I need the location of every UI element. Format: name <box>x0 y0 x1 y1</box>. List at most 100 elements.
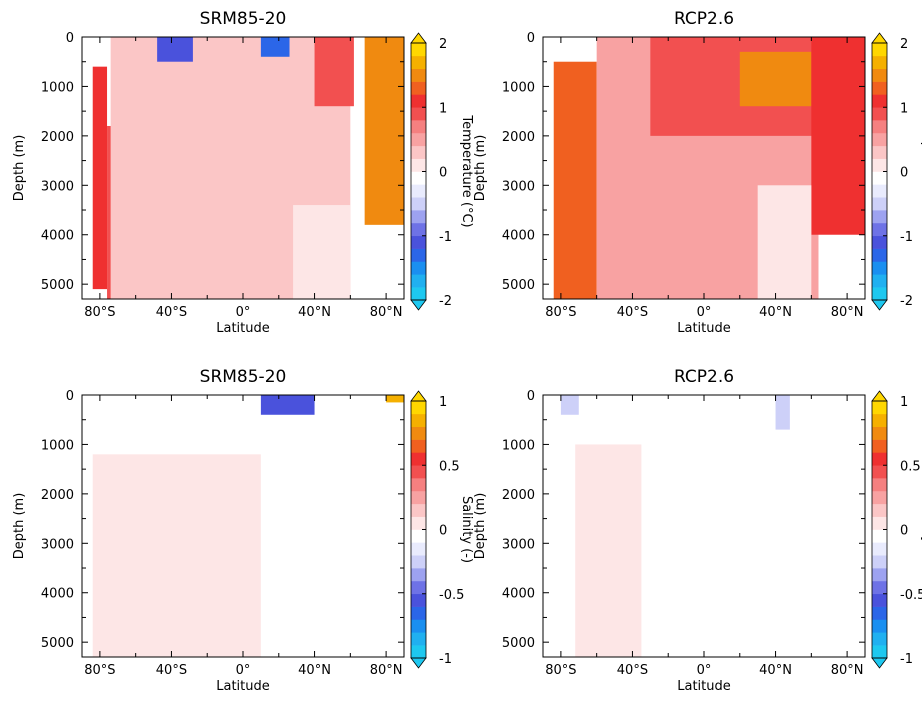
x-axis-label: Latitude <box>677 321 731 336</box>
colorbar-segment <box>411 426 426 440</box>
colorbar-segment <box>872 580 887 595</box>
y-tick-label: 5000 <box>41 636 74 651</box>
colorbar-max-arrow <box>410 32 427 44</box>
y-tick-label: 1000 <box>41 438 74 453</box>
colorbar-tick-label: -1 <box>439 652 452 667</box>
data-layer <box>92 395 404 657</box>
colorbar-segment <box>411 222 426 237</box>
y-tick-label: 0 <box>527 389 535 404</box>
colorbar-segment <box>872 503 887 517</box>
y-tick-label: 2000 <box>502 130 535 145</box>
colorbar-tick-label: 0 <box>900 524 908 539</box>
colorbar-segment <box>411 632 426 646</box>
colorbar-segment <box>411 452 426 466</box>
x-tick-label: 40°N <box>298 305 331 320</box>
colorbar-segment <box>411 529 426 543</box>
field-region <box>560 395 579 415</box>
field-region <box>575 444 642 657</box>
field-region <box>260 395 315 415</box>
colorbar-tick-label: -1 <box>900 230 913 245</box>
salinity-rcp-chart: RCP2.6 80°S 40°S 0° 40°N 80°N Latitude 0 1000 200… <box>473 367 922 694</box>
colorbar-segment <box>411 274 426 288</box>
field-region <box>739 51 812 107</box>
colorbar-segment <box>872 107 887 121</box>
colorbar-segment <box>872 452 887 466</box>
colorbar-segment <box>411 184 426 198</box>
data-layer <box>553 37 865 299</box>
colorbar-tick-label: 1 <box>900 101 908 116</box>
colorbar-segment <box>872 132 887 147</box>
x-axis-label: Latitude <box>216 679 270 694</box>
colorbar-label: Temperature (°C) <box>920 114 922 227</box>
colorbar-segment <box>411 261 426 275</box>
colorbar-segment <box>411 210 426 224</box>
chart-title: SRM85-20 <box>200 367 287 387</box>
y-tick-label: 1000 <box>41 80 74 95</box>
colorbar-segment <box>872 439 887 453</box>
field-region <box>293 205 351 299</box>
x-tick-label: 40°N <box>759 663 792 678</box>
x-tick-label: 40°S <box>617 305 648 320</box>
x-tick-label: 80°N <box>370 305 403 320</box>
colorbar-segment <box>872 43 887 57</box>
colorbar-tick-label: -0.5 <box>439 588 464 603</box>
temperature-rcp-panel: RCP2.6 80°S 40°S 0° 40°N 80°N Latitude 0 1000 200… <box>461 0 922 358</box>
colorbar-tick-label: -1 <box>900 652 913 667</box>
colorbar-segment <box>872 619 887 633</box>
x-tick-label: 80°N <box>831 305 864 320</box>
y-tick-label: 0 <box>66 31 74 46</box>
colorbar-segment <box>411 606 426 620</box>
y-tick-label: 5000 <box>502 278 535 293</box>
y-tick-label: 2000 <box>41 488 74 503</box>
x-tick-label: 40°S <box>156 305 187 320</box>
colorbar-segment <box>411 593 426 607</box>
colorbar-label: Temperature (°C) <box>459 114 474 227</box>
y-tick-label: 3000 <box>502 179 535 194</box>
colorbar-segment <box>872 248 887 262</box>
field-region <box>775 395 790 430</box>
temperature-rcp-chart: RCP2.6 80°S 40°S 0° 40°N 80°N Latitude 0 1000 200… <box>473 9 922 336</box>
y-tick-label: 4000 <box>502 587 535 602</box>
colorbar-label: Salinity (-) <box>920 496 922 563</box>
colorbar-segment <box>872 197 887 211</box>
field-region <box>92 66 108 290</box>
colorbar-segment <box>872 568 887 582</box>
x-tick-label: 80°S <box>84 663 115 678</box>
y-axis-label: Depth (m) <box>12 493 27 560</box>
field-region <box>364 37 404 225</box>
colorbar-segment <box>872 426 887 440</box>
colorbar-min-arrow <box>410 657 427 669</box>
colorbar-tick-label: 0 <box>900 166 908 181</box>
colorbar-tick-label: -2 <box>900 294 913 309</box>
colorbar-segment <box>872 490 887 505</box>
field-region <box>92 454 261 657</box>
x-axis-label: Latitude <box>677 679 731 694</box>
colorbar-min-arrow <box>871 657 888 669</box>
colorbar-label: Salinity (-) <box>459 496 474 563</box>
x-tick-label: 40°N <box>759 305 792 320</box>
data-layer <box>553 395 865 657</box>
colorbar-segment <box>872 542 887 556</box>
colorbar-segment <box>872 171 887 185</box>
colorbar-segment <box>411 145 426 159</box>
y-tick-label: 2000 <box>41 130 74 145</box>
colorbar-segment <box>411 171 426 185</box>
colorbar-tick-label: 0.5 <box>439 459 460 474</box>
colorbar-segment <box>411 555 426 569</box>
colorbar-segment <box>872 645 887 659</box>
colorbar-segment <box>411 132 426 147</box>
colorbar-segment <box>872 120 887 134</box>
x-tick-label: 0° <box>236 663 251 678</box>
colorbar-segment <box>872 465 887 479</box>
colorbar-segment <box>872 210 887 224</box>
colorbar-tick-label: -0.5 <box>900 588 922 603</box>
colorbar-segment <box>872 478 887 492</box>
colorbar-segment <box>411 439 426 453</box>
colorbar-segment <box>411 478 426 492</box>
y-tick-label: 5000 <box>41 278 74 293</box>
field-region <box>260 444 333 657</box>
colorbar-segment <box>872 555 887 569</box>
y-tick-label: 5000 <box>502 636 535 651</box>
colorbar-segment <box>411 43 426 57</box>
colorbar-segment <box>411 248 426 262</box>
